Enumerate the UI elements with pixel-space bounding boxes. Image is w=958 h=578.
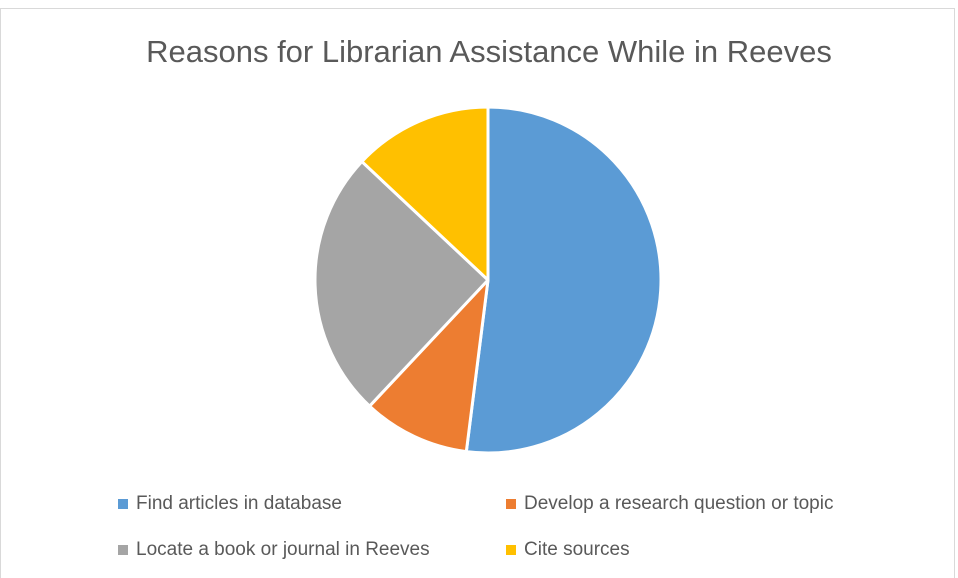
pie-slice-develop-question [368, 278, 490, 454]
legend-label-locate-book: Locate a book or journal in Reeves [136, 539, 430, 560]
legend-swatch-cite-sources [506, 545, 516, 555]
legend-swatch-find-articles [118, 499, 128, 509]
legend-item-cite-sources: Cite sources [506, 539, 630, 561]
legend-item-locate-book: Locate a book or journal in Reeves [118, 539, 430, 561]
pie-slice-find-articles [464, 105, 663, 455]
legend-swatch-develop-question [506, 499, 516, 509]
legend-item-find-articles: Find articles in database [118, 493, 342, 515]
pie-slice-cite-sources [360, 105, 490, 282]
legend-label-cite-sources: Cite sources [524, 539, 630, 560]
pie-slice-locate-book [313, 160, 490, 408]
chart-title: Reasons for Librarian Assistance While i… [146, 34, 832, 69]
legend-item-develop-question: Develop a research question or topic [506, 493, 833, 515]
legend-label-find-articles: Find articles in database [136, 493, 342, 514]
legend-swatch-locate-book [118, 545, 128, 555]
legend-label-develop-question: Develop a research question or topic [524, 493, 834, 514]
pie-chart [313, 105, 663, 455]
